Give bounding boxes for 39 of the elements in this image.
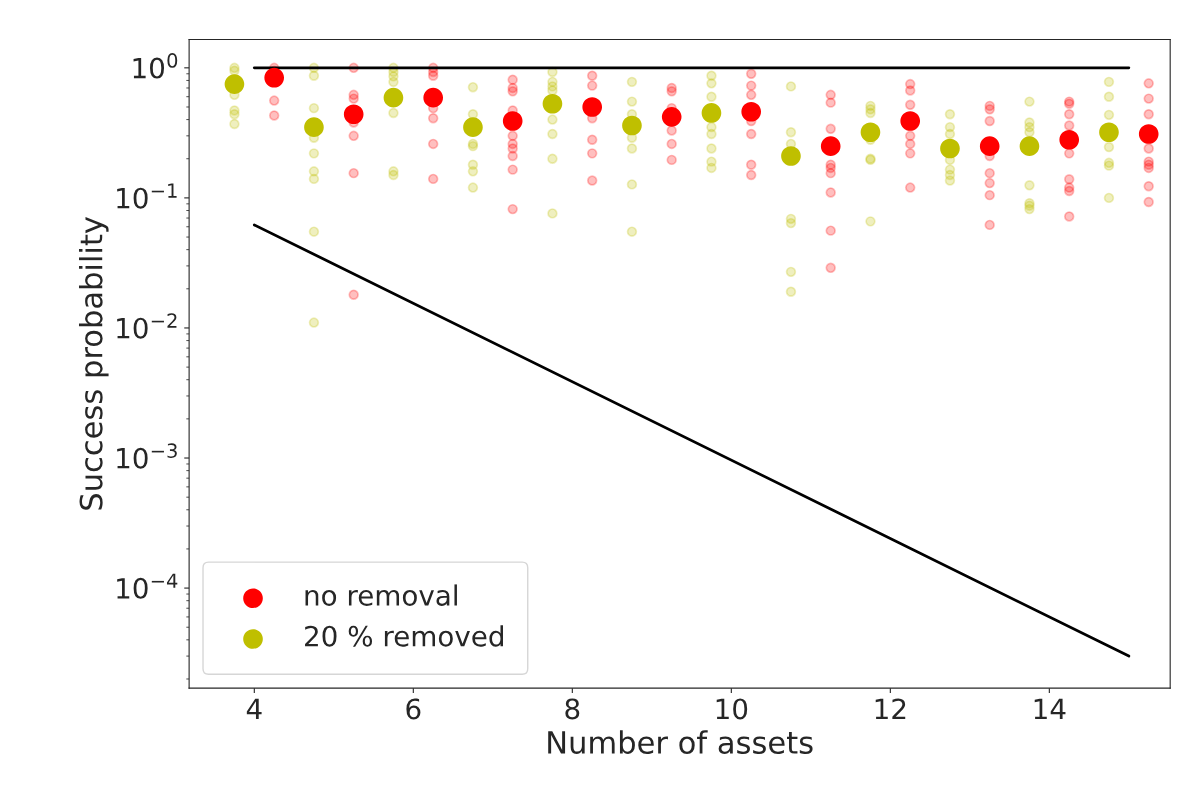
- point: [1138, 124, 1159, 144]
- point: [304, 117, 324, 137]
- point: [502, 111, 523, 131]
- y-tick-label: 10$^{−1}$: [117, 183, 177, 209]
- point: [940, 138, 960, 159]
- x-tick-label: 6: [406, 698, 421, 720]
- point: [264, 67, 285, 88]
- point: [224, 74, 245, 94]
- point: [343, 104, 364, 125]
- y-tick-label: 10$^{0}$: [133, 53, 178, 79]
- x-tick-label: 4: [246, 698, 262, 719]
- y-tick-label: 10$^{−4}$: [117, 573, 178, 599]
- x-axis-title: Number of assets: [548, 730, 813, 754]
- point: [860, 122, 881, 143]
- point: [741, 101, 762, 122]
- point: [661, 107, 682, 127]
- x-tick-label: 10: [716, 698, 748, 720]
- legend-label: no removal: [305, 584, 457, 606]
- x-tick-label: 12: [875, 698, 906, 719]
- y-tick-label: 10$^{−2}$: [117, 313, 177, 339]
- point: [701, 103, 722, 123]
- point: [979, 136, 1000, 156]
- point: [383, 87, 404, 108]
- point: [542, 93, 563, 114]
- legend-label: 20 % removed: [305, 625, 503, 647]
- point: [1019, 136, 1040, 156]
- point: [463, 117, 483, 137]
- point: [781, 146, 801, 166]
- point: [582, 97, 603, 117]
- x-tick-label: 14: [1034, 698, 1066, 719]
- point: [622, 115, 642, 136]
- y-axis-title: Success probability: [78, 216, 109, 510]
- y-tick-label: 10$^{−3}$: [117, 443, 177, 469]
- point: [820, 136, 841, 156]
- x-tick-label: 8: [565, 698, 580, 720]
- point: [900, 111, 921, 131]
- point: [1099, 122, 1119, 143]
- point: [1059, 129, 1080, 150]
- point: [423, 87, 444, 108]
